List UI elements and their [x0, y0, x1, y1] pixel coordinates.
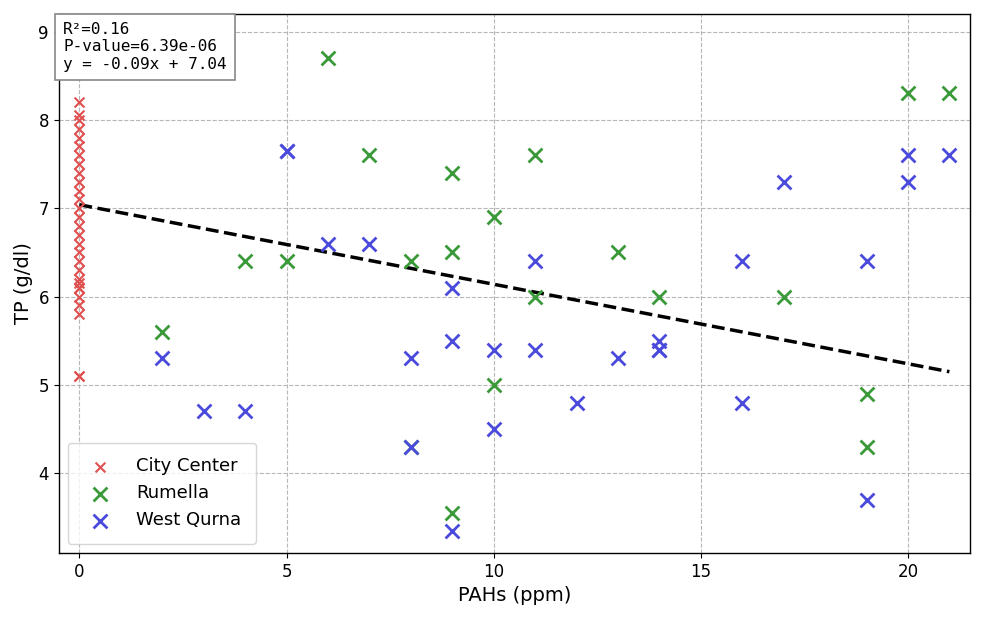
West Qurna: [320, 239, 336, 249]
West Qurna: [900, 177, 916, 187]
Rumella: [486, 212, 502, 222]
City Center: [72, 283, 88, 293]
Rumella: [486, 380, 502, 390]
West Qurna: [445, 336, 461, 346]
City Center: [72, 300, 88, 310]
Rumella: [237, 256, 253, 266]
Rumella: [154, 327, 170, 337]
Rumella: [402, 442, 418, 452]
Rumella: [445, 248, 461, 258]
West Qurna: [361, 239, 377, 249]
West Qurna: [734, 256, 750, 266]
Rumella: [859, 389, 875, 399]
Rumella: [402, 256, 418, 266]
City Center: [72, 150, 88, 160]
City Center: [72, 283, 88, 293]
Rumella: [445, 508, 461, 518]
West Qurna: [651, 345, 667, 355]
City Center: [72, 97, 88, 107]
City Center: [72, 194, 88, 204]
West Qurna: [402, 442, 418, 452]
City Center: [72, 186, 88, 196]
West Qurna: [569, 397, 584, 407]
City Center: [72, 142, 88, 152]
City Center: [72, 111, 88, 121]
West Qurna: [859, 495, 875, 504]
Rumella: [900, 89, 916, 98]
West Qurna: [278, 146, 294, 156]
City Center: [72, 371, 88, 381]
West Qurna: [734, 397, 750, 407]
West Qurna: [610, 353, 626, 363]
City Center: [72, 168, 88, 178]
Rumella: [651, 292, 667, 301]
City Center: [72, 159, 88, 169]
City Center: [72, 221, 88, 231]
Rumella: [527, 150, 543, 160]
City Center: [72, 279, 88, 288]
City Center: [72, 203, 88, 213]
West Qurna: [154, 353, 170, 363]
X-axis label: PAHs (ppm): PAHs (ppm): [458, 586, 571, 605]
City Center: [72, 274, 88, 284]
West Qurna: [527, 256, 543, 266]
Rumella: [527, 292, 543, 301]
West Qurna: [278, 146, 294, 156]
City Center: [72, 265, 88, 275]
City Center: [72, 239, 88, 249]
West Qurna: [651, 345, 667, 355]
West Qurna: [445, 283, 461, 293]
City Center: [72, 371, 88, 381]
West Qurna: [527, 345, 543, 355]
Y-axis label: TP (g/dl): TP (g/dl): [14, 243, 32, 324]
Rumella: [775, 292, 791, 301]
West Qurna: [196, 407, 212, 417]
City Center: [72, 124, 88, 134]
West Qurna: [859, 256, 875, 266]
City Center: [72, 212, 88, 222]
West Qurna: [900, 150, 916, 160]
City Center: [72, 230, 88, 240]
West Qurna: [486, 424, 502, 434]
City Center: [72, 292, 88, 301]
Rumella: [445, 168, 461, 178]
Rumella: [320, 53, 336, 63]
West Qurna: [942, 150, 957, 160]
City Center: [72, 132, 88, 142]
West Qurna: [237, 407, 253, 417]
West Qurna: [775, 177, 791, 187]
Rumella: [942, 89, 957, 98]
West Qurna: [651, 336, 667, 346]
Legend: City Center, Rumella, West Qurna: City Center, Rumella, West Qurna: [68, 443, 256, 544]
City Center: [72, 310, 88, 319]
West Qurna: [445, 526, 461, 535]
City Center: [72, 256, 88, 266]
West Qurna: [486, 345, 502, 355]
Text: R²=0.16
P-value=6.39e-06
y = -0.09x + 7.04: R²=0.16 P-value=6.39e-06 y = -0.09x + 7.…: [63, 22, 227, 72]
City Center: [72, 248, 88, 258]
Rumella: [278, 256, 294, 266]
Rumella: [610, 248, 626, 258]
West Qurna: [402, 353, 418, 363]
Rumella: [361, 150, 377, 160]
City Center: [72, 115, 88, 125]
City Center: [72, 177, 88, 187]
Rumella: [859, 442, 875, 452]
